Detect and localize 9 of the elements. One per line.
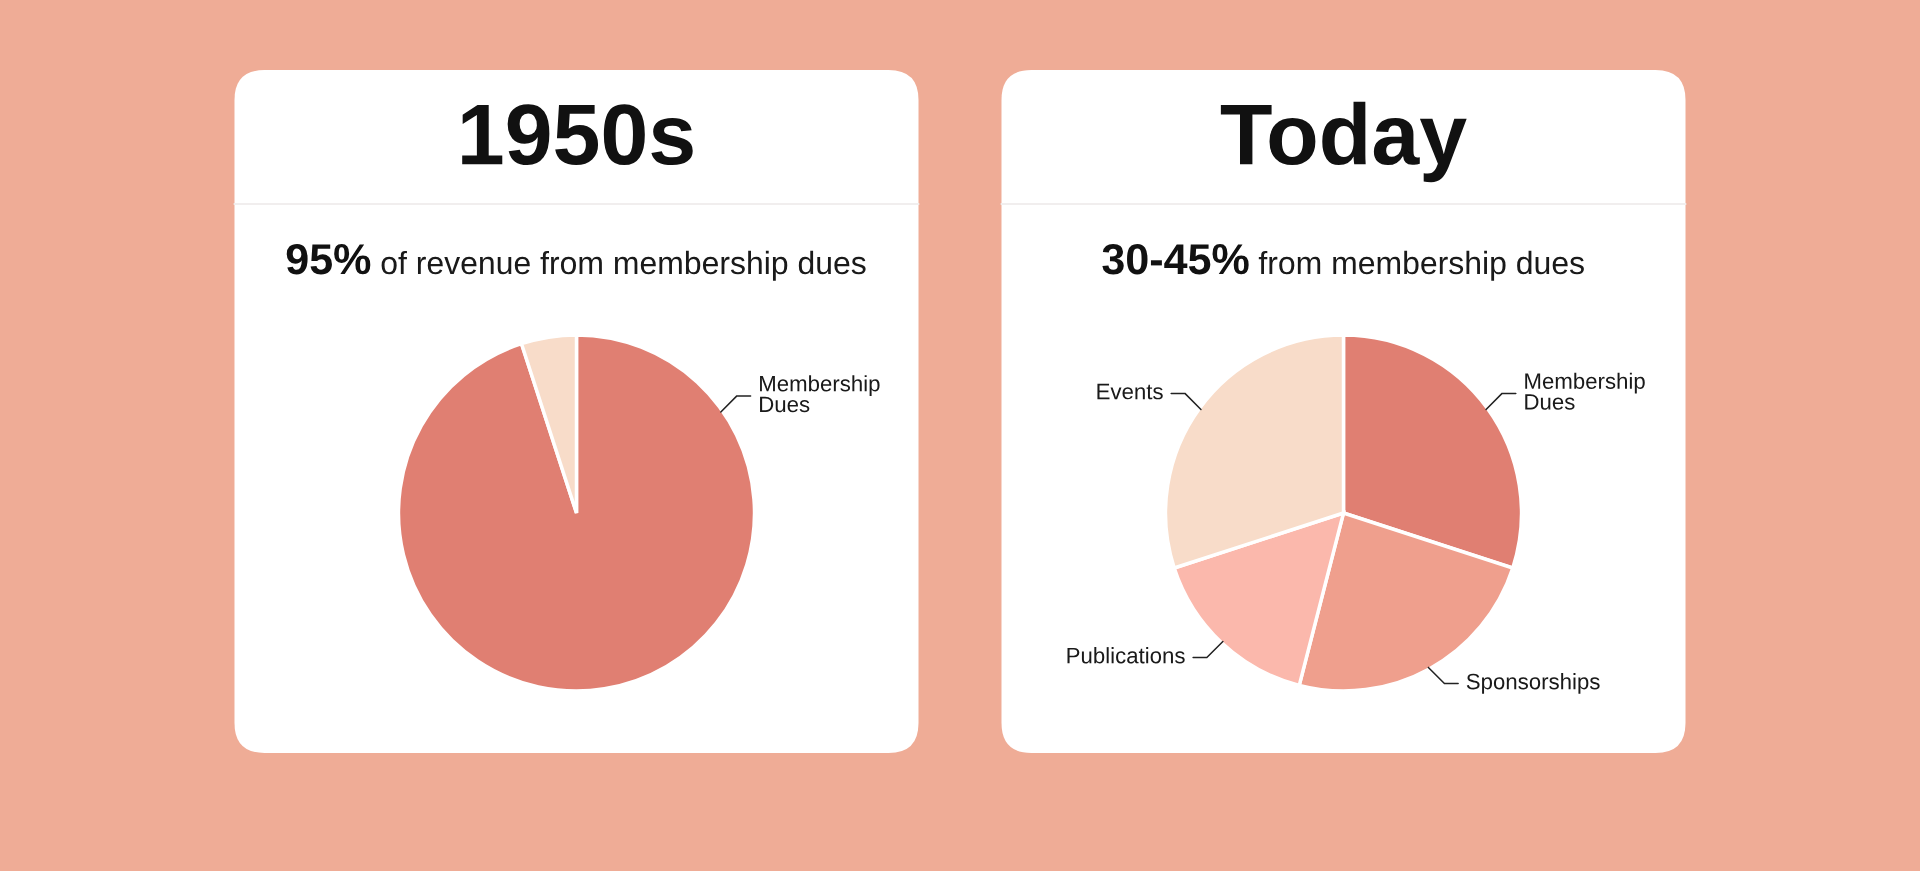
slice-label: Membership Dues <box>1525 372 1645 410</box>
chart-title: 1950s <box>462 104 693 166</box>
slice-label: Membership Dues <box>760 375 880 413</box>
slice-label: Publications <box>1067 647 1185 664</box>
slice-label: Events <box>1097 383 1163 400</box>
chart-title: Today <box>1220 101 1467 183</box>
chart-subtitle: 30-45% from membership dues <box>1102 243 1584 281</box>
slice-label: Sponsorships <box>1466 673 1600 694</box>
chart-subtitle: 95% of revenue from membership dues <box>286 243 866 281</box>
